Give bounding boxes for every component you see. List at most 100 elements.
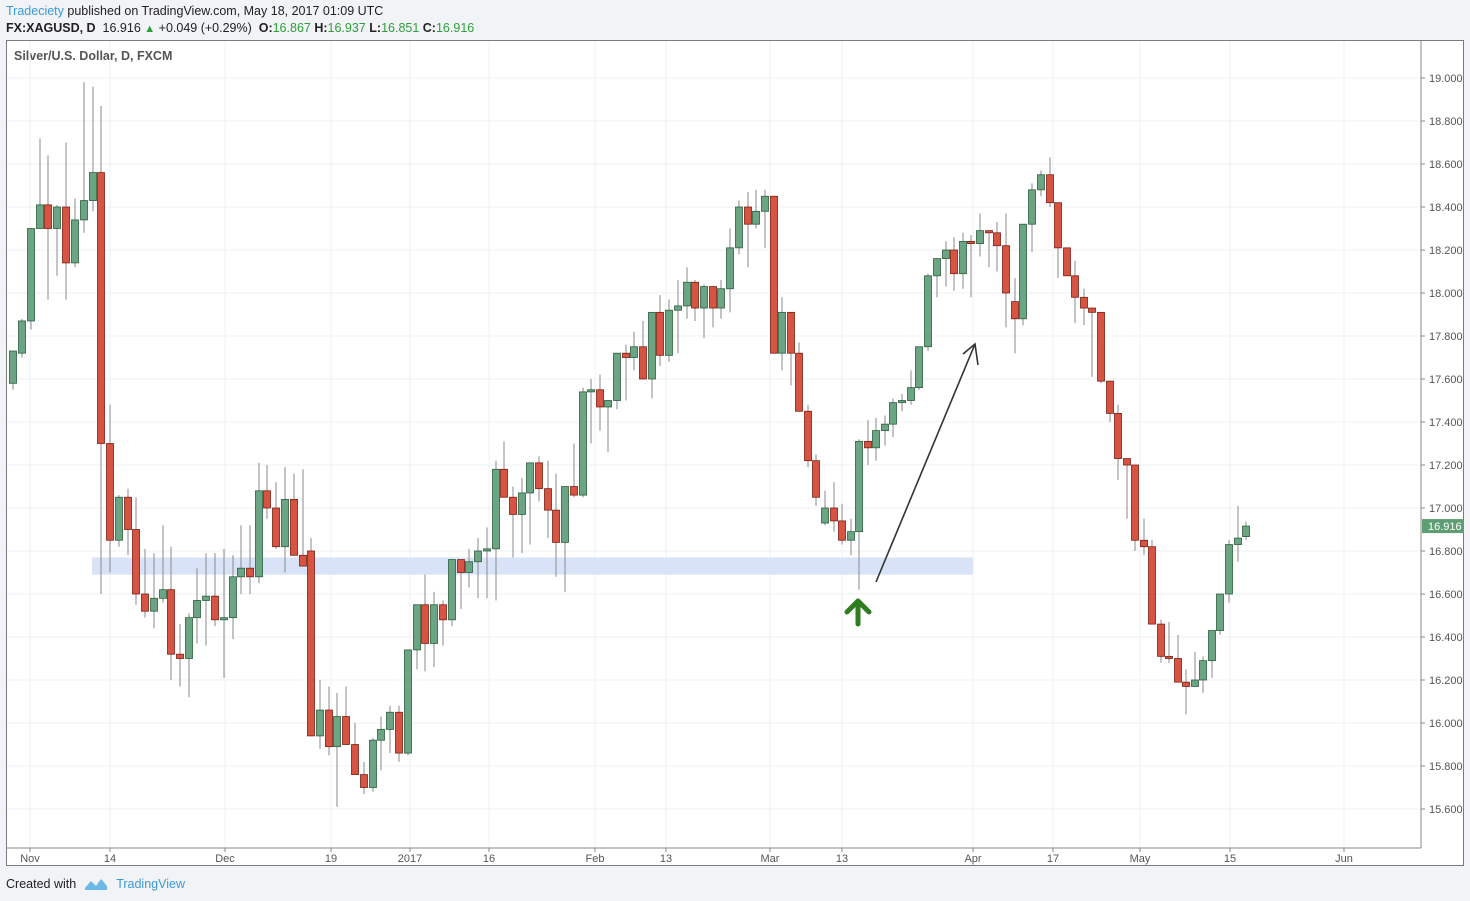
candle-bearish[interactable] xyxy=(263,490,271,509)
candle-bearish[interactable] xyxy=(1174,658,1182,683)
candle-bullish[interactable] xyxy=(18,320,26,354)
candle-bearish[interactable] xyxy=(1080,296,1088,309)
candle-bullish[interactable] xyxy=(648,311,656,380)
candle-bearish[interactable] xyxy=(1106,380,1114,414)
candle-bearish[interactable] xyxy=(709,286,717,309)
candle-bearish[interactable] xyxy=(1002,245,1010,294)
candle-bearish[interactable] xyxy=(509,496,517,515)
candle-bullish[interactable] xyxy=(665,309,673,356)
candle-bearish[interactable] xyxy=(804,410,812,462)
candle-bearish[interactable] xyxy=(1131,464,1139,541)
candle-bearish[interactable] xyxy=(351,744,359,776)
candle-bullish[interactable] xyxy=(915,346,923,388)
candle-bearish[interactable] xyxy=(570,486,578,496)
candle-bearish[interactable] xyxy=(1088,307,1096,313)
candle-bearish[interactable] xyxy=(1071,275,1079,298)
candle-bearish[interactable] xyxy=(299,554,307,567)
candle-bullish[interactable] xyxy=(872,430,880,449)
candle-bullish[interactable] xyxy=(448,559,456,621)
candle-bullish[interactable] xyxy=(1037,174,1045,191)
candle-bullish[interactable] xyxy=(1216,593,1224,631)
candle-bearish[interactable] xyxy=(360,774,368,788)
candle-bullish[interactable] xyxy=(404,649,412,754)
candle-bearish[interactable] xyxy=(124,496,132,530)
candle-bullish[interactable] xyxy=(1208,630,1216,662)
candle-bearish[interactable] xyxy=(307,550,315,737)
candle-bullish[interactable] xyxy=(907,387,915,401)
candle-bullish[interactable] xyxy=(53,206,61,229)
candle-bullish[interactable] xyxy=(255,490,263,578)
candle-bullish[interactable] xyxy=(80,200,88,221)
candle-bullish[interactable] xyxy=(474,550,482,563)
candle-bullish[interactable] xyxy=(561,486,569,543)
candle-bearish[interactable] xyxy=(325,709,333,748)
candle-bullish[interactable] xyxy=(579,391,587,496)
candle-bullish[interactable] xyxy=(976,230,984,244)
candle-bullish[interactable] xyxy=(316,709,324,737)
candle-bearish[interactable] xyxy=(967,240,975,244)
candle-bullish[interactable] xyxy=(761,195,769,212)
candle-bullish[interactable] xyxy=(281,498,289,548)
candle-bearish[interactable] xyxy=(622,352,630,358)
candle-bullish[interactable] xyxy=(613,352,621,401)
candle-bearish[interactable] xyxy=(141,593,149,612)
candle-bullish[interactable] xyxy=(369,739,377,788)
candle-bearish[interactable] xyxy=(1054,202,1062,249)
candle-bearish[interactable] xyxy=(1011,301,1019,320)
candle-bullish[interactable] xyxy=(735,206,743,249)
candle-bearish[interactable] xyxy=(1165,655,1173,659)
candle-bullish[interactable] xyxy=(752,210,760,225)
candle-bullish[interactable] xyxy=(9,350,17,384)
candle-bearish[interactable] xyxy=(500,468,508,498)
candle-bearish[interactable] xyxy=(639,346,647,380)
candle-bearish[interactable] xyxy=(950,249,958,275)
candle-bullish[interactable] xyxy=(193,600,201,619)
candle-bullish[interactable] xyxy=(27,228,35,322)
candle-bullish[interactable] xyxy=(683,281,691,307)
candle-bullish[interactable] xyxy=(159,589,167,599)
candle-bearish[interactable] xyxy=(62,206,70,264)
candle-bearish[interactable] xyxy=(812,460,820,498)
candle-bearish[interactable] xyxy=(97,172,105,444)
candle-bullish[interactable] xyxy=(587,389,595,393)
candle-bullish[interactable] xyxy=(889,402,897,425)
candle-bearish[interactable] xyxy=(985,230,993,234)
candle-bullish[interactable] xyxy=(377,729,385,741)
candle-bearish[interactable] xyxy=(106,443,114,541)
candle-bearish[interactable] xyxy=(552,509,560,543)
candle-bullish[interactable] xyxy=(185,617,193,659)
candle-bullish[interactable] xyxy=(150,597,158,612)
candle-bearish[interactable] xyxy=(544,488,552,511)
candle-bearish[interactable] xyxy=(246,567,254,578)
candle-bearish[interactable] xyxy=(132,529,140,595)
candle-bearish[interactable] xyxy=(864,440,872,449)
candle-bullish[interactable] xyxy=(855,440,863,533)
chart-frame[interactable] xyxy=(6,40,1464,866)
candle-bearish[interactable] xyxy=(395,711,403,754)
candle-bearish[interactable] xyxy=(290,498,298,556)
candle-bullish[interactable] xyxy=(1242,525,1250,537)
candle-bearish[interactable] xyxy=(596,389,604,408)
candle-bearish[interactable] xyxy=(457,559,465,573)
candle-bullish[interactable] xyxy=(492,468,500,550)
candle-bearish[interactable] xyxy=(691,281,699,309)
candle-bullish[interactable] xyxy=(430,604,438,644)
author-link[interactable]: Tradeciety xyxy=(6,4,64,18)
candle-bearish[interactable] xyxy=(1123,458,1131,466)
candle-bearish[interactable] xyxy=(1063,247,1071,277)
candle-bearish[interactable] xyxy=(421,604,429,644)
candle-bearish[interactable] xyxy=(795,352,803,412)
candle-bearish[interactable] xyxy=(1046,174,1054,204)
candle-bullish[interactable] xyxy=(604,400,612,408)
candle-bullish[interactable] xyxy=(942,249,950,259)
candle-bearish[interactable] xyxy=(787,311,795,354)
candle-bearish[interactable] xyxy=(272,507,280,548)
candle-bullish[interactable] xyxy=(465,561,473,573)
candle-bearish[interactable] xyxy=(44,204,52,229)
candle-bullish[interactable] xyxy=(700,286,708,309)
candle-bullish[interactable] xyxy=(237,567,245,578)
candle-bearish[interactable] xyxy=(656,311,664,356)
candle-bullish[interactable] xyxy=(89,172,97,201)
candle-bullish[interactable] xyxy=(717,288,725,309)
